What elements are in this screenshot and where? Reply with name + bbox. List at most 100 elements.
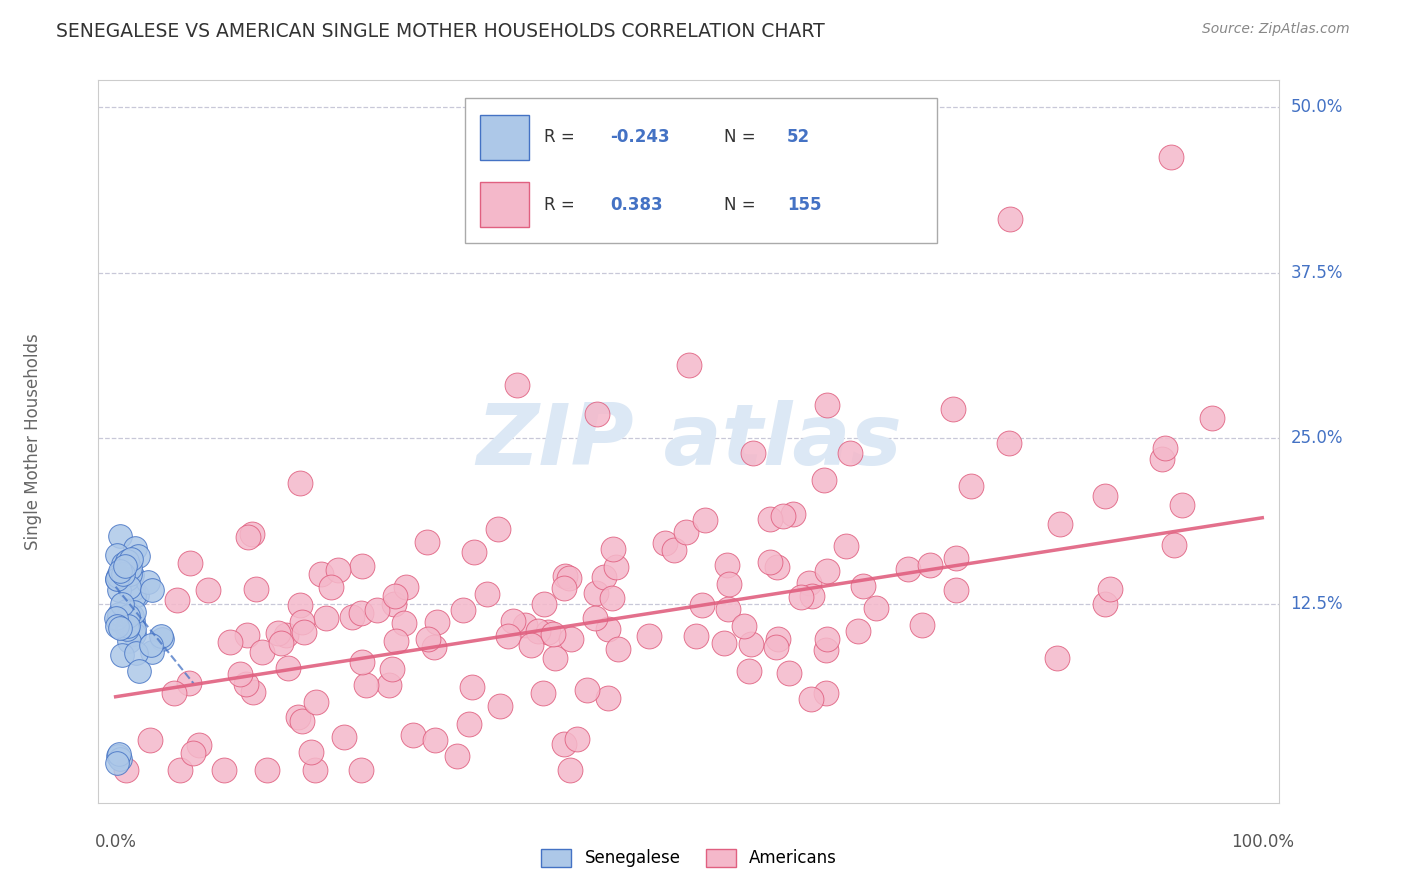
Text: -0.243: -0.243 bbox=[610, 128, 669, 146]
Point bbox=[1094, 597, 1116, 611]
Point bbox=[150, 632, 173, 646]
Point bbox=[520, 638, 543, 652]
Point bbox=[496, 629, 519, 643]
Point bbox=[328, 563, 350, 577]
Point bbox=[418, 632, 440, 647]
Point bbox=[560, 632, 582, 646]
Point bbox=[800, 691, 823, 706]
Point bbox=[602, 541, 624, 556]
Point bbox=[107, 568, 129, 582]
Point bbox=[315, 611, 337, 625]
Point bbox=[342, 610, 364, 624]
Point bbox=[127, 549, 149, 563]
Point bbox=[332, 730, 354, 744]
Point bbox=[1049, 516, 1071, 531]
Point bbox=[352, 558, 374, 573]
Point bbox=[105, 619, 128, 633]
Point bbox=[266, 625, 288, 640]
Point bbox=[236, 628, 259, 642]
Point bbox=[117, 554, 139, 568]
Point bbox=[815, 632, 838, 646]
Point bbox=[219, 635, 242, 649]
Point bbox=[583, 610, 606, 624]
Point bbox=[385, 634, 408, 648]
Point bbox=[960, 478, 983, 492]
Point bbox=[169, 763, 191, 777]
Point bbox=[1045, 651, 1067, 665]
Point bbox=[236, 529, 259, 543]
Point bbox=[425, 615, 447, 629]
Point bbox=[865, 601, 887, 615]
Point bbox=[544, 650, 567, 665]
Point bbox=[717, 576, 740, 591]
Point bbox=[1094, 489, 1116, 503]
Text: R =: R = bbox=[544, 195, 579, 213]
Point bbox=[107, 749, 129, 764]
Point bbox=[120, 561, 142, 575]
Point bbox=[115, 622, 138, 636]
Point bbox=[350, 655, 373, 669]
Point bbox=[717, 602, 740, 616]
Point bbox=[181, 746, 204, 760]
Point bbox=[111, 558, 134, 572]
Point bbox=[801, 589, 824, 603]
Point bbox=[716, 558, 738, 573]
Point bbox=[1154, 441, 1177, 455]
Text: 37.5%: 37.5% bbox=[1291, 263, 1343, 282]
Point bbox=[242, 685, 264, 699]
Point bbox=[815, 398, 838, 412]
Point bbox=[118, 567, 141, 582]
Point bbox=[291, 615, 314, 630]
Text: 0.383: 0.383 bbox=[610, 195, 662, 213]
Point bbox=[299, 745, 322, 759]
Bar bbox=[479, 115, 530, 160]
Point bbox=[274, 627, 297, 641]
Point bbox=[125, 646, 148, 660]
Point bbox=[114, 763, 136, 777]
Point bbox=[593, 570, 616, 584]
Point bbox=[350, 606, 373, 620]
Point bbox=[664, 543, 686, 558]
Bar bbox=[479, 182, 530, 227]
Point bbox=[742, 446, 765, 460]
Text: 50.0%: 50.0% bbox=[1291, 98, 1343, 116]
Point bbox=[402, 728, 425, 742]
Point bbox=[602, 591, 624, 605]
FancyBboxPatch shape bbox=[464, 98, 936, 243]
Point bbox=[759, 555, 782, 569]
Point bbox=[177, 675, 200, 690]
Point bbox=[122, 582, 145, 596]
Point bbox=[531, 686, 554, 700]
Point bbox=[111, 648, 134, 662]
Point bbox=[270, 635, 292, 649]
Point bbox=[1150, 451, 1173, 466]
Point bbox=[117, 618, 139, 632]
Point bbox=[1163, 538, 1185, 552]
Point bbox=[1201, 411, 1223, 425]
Point bbox=[835, 539, 858, 553]
Point bbox=[111, 597, 134, 611]
Point bbox=[309, 566, 332, 581]
Point bbox=[565, 731, 588, 746]
Text: Source: ZipAtlas.com: Source: ZipAtlas.com bbox=[1202, 22, 1350, 37]
Legend: Senegalese, Americans: Senegalese, Americans bbox=[534, 842, 844, 874]
Point bbox=[127, 588, 149, 602]
Point bbox=[250, 645, 273, 659]
Point bbox=[740, 637, 762, 651]
Point bbox=[416, 535, 439, 549]
Point bbox=[1171, 498, 1194, 512]
Point bbox=[598, 623, 620, 637]
Point bbox=[586, 408, 609, 422]
Point bbox=[815, 564, 838, 578]
Point bbox=[395, 580, 418, 594]
Point bbox=[765, 560, 787, 574]
Point bbox=[121, 552, 143, 566]
Point bbox=[384, 589, 406, 603]
Point bbox=[122, 590, 145, 604]
Point bbox=[136, 575, 159, 590]
Text: 0.0%: 0.0% bbox=[94, 833, 136, 851]
Point bbox=[118, 580, 141, 594]
Point bbox=[690, 599, 713, 613]
Point bbox=[446, 749, 468, 764]
Point bbox=[527, 624, 550, 638]
